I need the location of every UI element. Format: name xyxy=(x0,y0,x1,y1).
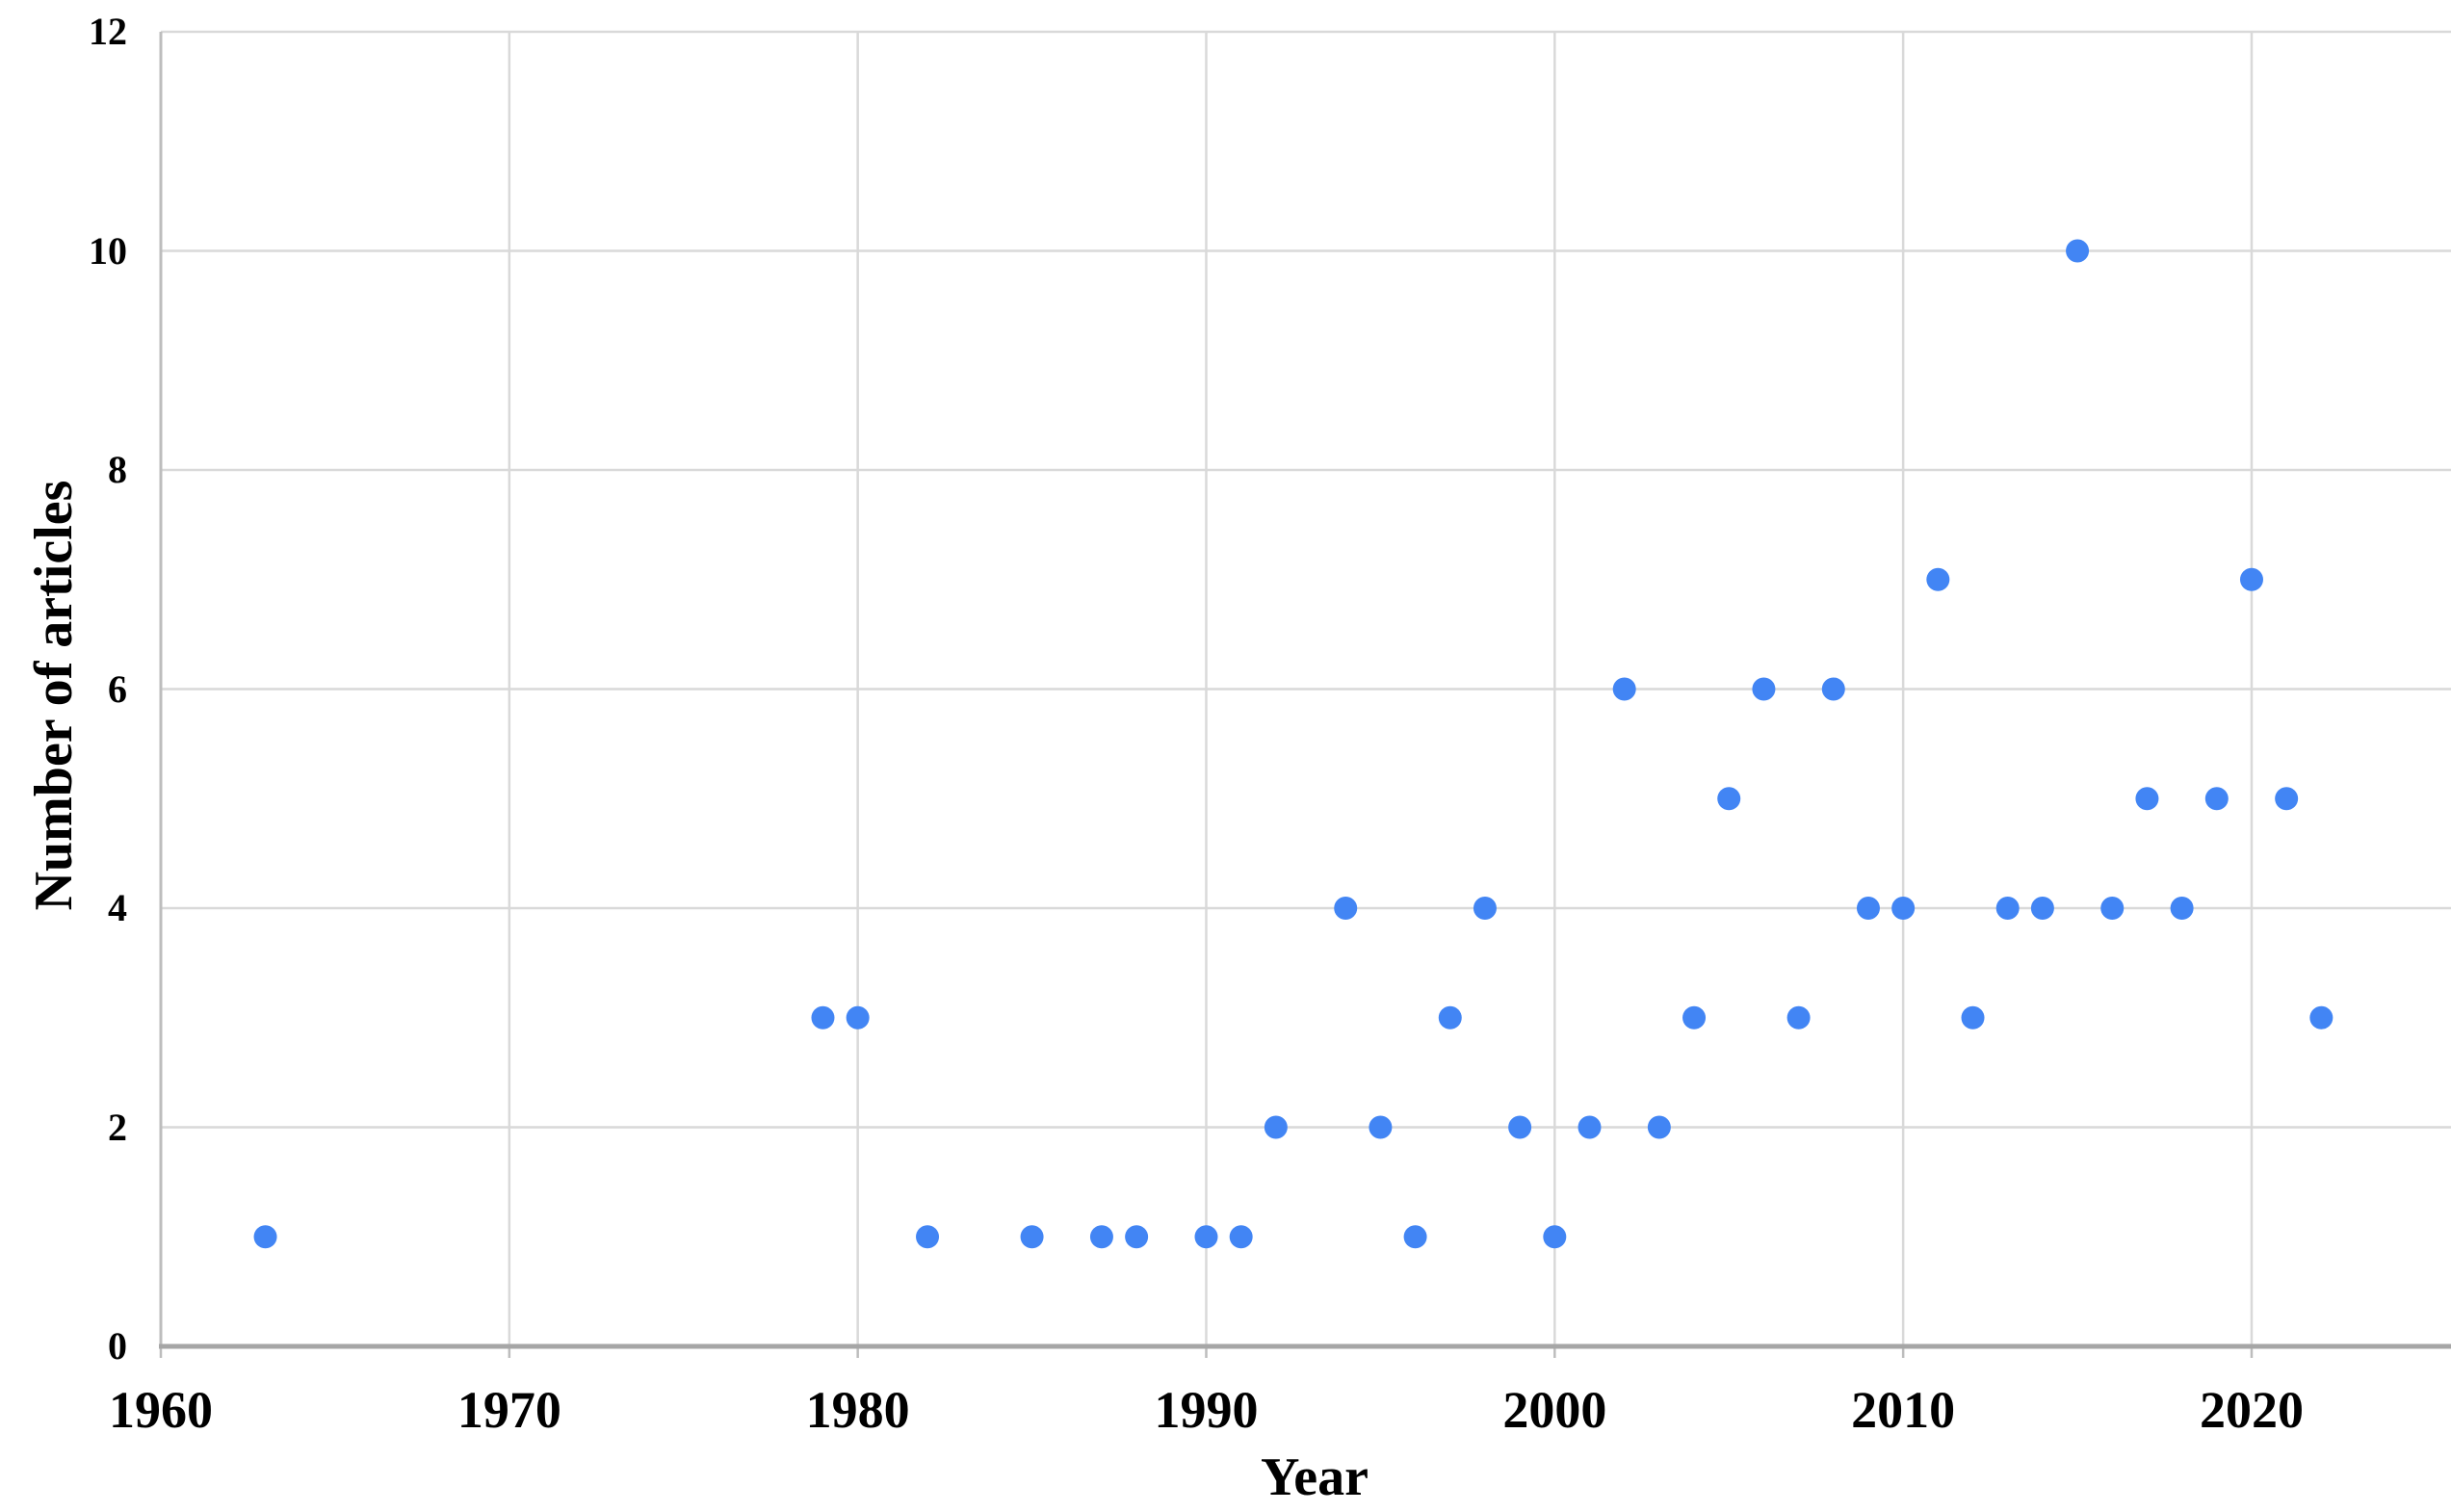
data-point xyxy=(1229,1225,1253,1249)
data-point xyxy=(1891,897,1916,920)
x-tick-label: 1980 xyxy=(805,1381,910,1439)
data-point xyxy=(1264,1115,1288,1139)
y-tick-label: 0 xyxy=(108,1324,127,1368)
data-point xyxy=(846,1005,870,1030)
data-point xyxy=(1961,1005,1985,1030)
data-point xyxy=(1752,677,1776,701)
data-point xyxy=(2030,897,2054,920)
data-point xyxy=(1508,1115,1532,1139)
y-tick-label: 6 xyxy=(108,666,127,711)
data-point xyxy=(2066,239,2090,263)
data-point xyxy=(1194,1225,1218,1249)
x-tick-label: 1960 xyxy=(109,1381,213,1439)
x-axis-title: Year xyxy=(1261,1447,1369,1507)
y-tick-label: 2 xyxy=(108,1105,127,1149)
y-tick-label: 8 xyxy=(108,448,127,491)
data-point xyxy=(253,1225,277,1249)
data-point xyxy=(1369,1115,1393,1139)
data-point xyxy=(2309,1005,2334,1030)
data-point xyxy=(2100,897,2125,920)
data-point xyxy=(1543,1225,1567,1249)
data-point xyxy=(1438,1005,1462,1030)
x-tick-label: 1990 xyxy=(1154,1381,1259,1439)
data-point xyxy=(1682,1005,1707,1030)
data-point xyxy=(1125,1225,1149,1249)
data-point xyxy=(1821,677,1845,701)
x-tick-label: 1970 xyxy=(456,1381,561,1439)
data-point xyxy=(811,1005,835,1030)
data-point xyxy=(1612,677,1636,701)
data-point xyxy=(1995,897,2020,920)
y-tick-label: 4 xyxy=(108,886,127,929)
data-point xyxy=(1473,897,1497,920)
y-tick-label: 10 xyxy=(89,228,127,273)
y-tick-label: 12 xyxy=(89,10,127,53)
data-point xyxy=(2204,787,2229,811)
data-point xyxy=(916,1225,940,1249)
data-point xyxy=(1403,1225,1427,1249)
data-point xyxy=(1020,1225,1044,1249)
data-point xyxy=(2135,787,2159,811)
data-point xyxy=(1786,1005,1811,1030)
x-tick-label: 2010 xyxy=(1851,1381,1956,1439)
data-point xyxy=(1647,1115,1671,1139)
data-point xyxy=(2239,567,2263,591)
data-point xyxy=(1089,1225,1113,1249)
data-point xyxy=(1578,1115,1602,1139)
data-point xyxy=(1334,897,1358,920)
data-point xyxy=(1856,897,1880,920)
data-point xyxy=(2275,787,2299,811)
x-tick-label: 2000 xyxy=(1502,1381,1607,1439)
x-tick-label: 2020 xyxy=(2199,1381,2304,1439)
y-axis-title: Number of articles xyxy=(24,480,84,911)
data-point xyxy=(2170,897,2194,920)
data-point xyxy=(1717,787,1741,811)
data-point xyxy=(1926,567,1950,591)
